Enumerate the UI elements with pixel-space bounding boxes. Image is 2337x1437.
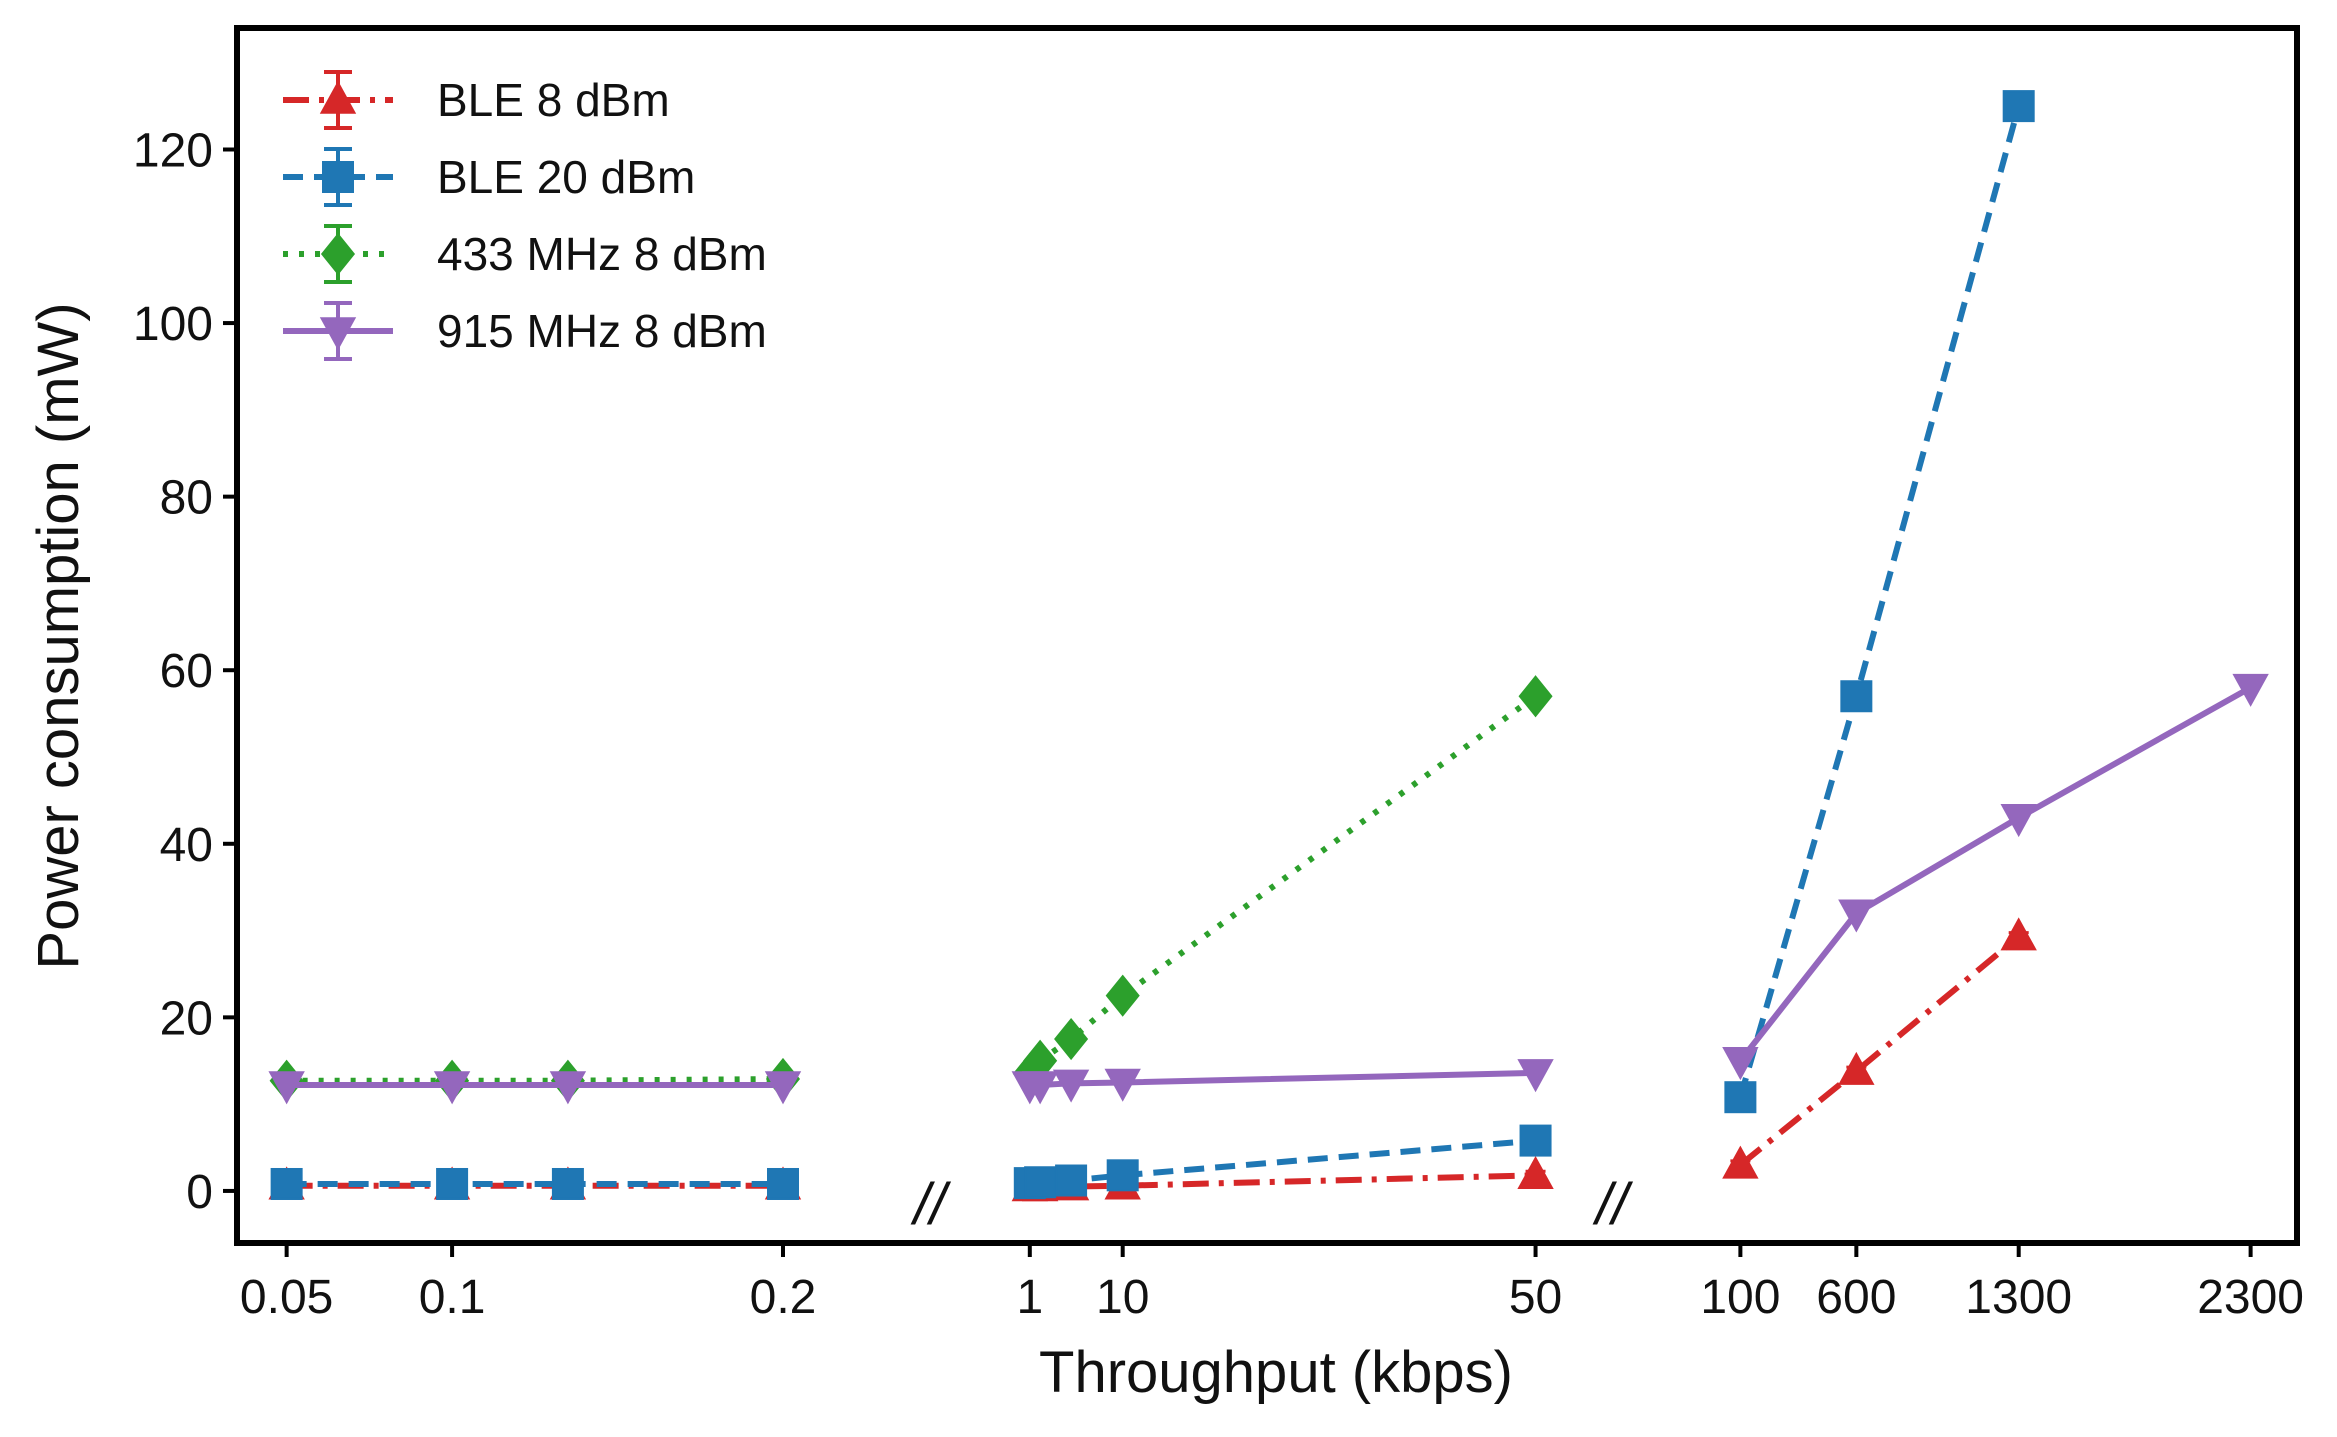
data-point [1052, 1069, 1090, 1103]
y-tick-label: 120 [133, 125, 213, 178]
data-point [2000, 804, 2037, 838]
data-point [1722, 1145, 1759, 1179]
x-tick-label: 1 [1016, 1271, 1043, 1324]
data-point [549, 1071, 587, 1105]
x-tick-label: 0.1 [419, 1271, 486, 1324]
series-line [1027, 693, 1538, 1076]
legend-label: 915 MHz 8 dBm [437, 305, 767, 357]
data-point [268, 1071, 305, 1105]
legend: BLE 8 dBm BLE 20 dBm 433 MHz 8 dBm 915 MHz … [283, 70, 767, 361]
x-tick-label: 0.05 [240, 1271, 333, 1324]
legend-marker [319, 80, 357, 114]
data-point [1055, 1164, 1088, 1197]
data-point [2232, 673, 2269, 707]
x-axis-title: Throughput (kbps) [1039, 1340, 1513, 1405]
legend-label: BLE 8 dBm [437, 74, 670, 126]
data-point [551, 1167, 584, 1200]
data-point [1517, 1155, 1554, 1190]
data-point [2000, 917, 2037, 951]
data-point [1517, 1059, 1554, 1093]
series-line [286, 1075, 784, 1084]
data-point [1021, 1071, 1059, 1105]
y-axis: 0 20 40 60 80 100 120 [133, 125, 237, 1219]
legend-entry: 433 MHz 8 dBm [283, 224, 767, 284]
legend-entry: BLE 20 dBm [283, 147, 695, 207]
x-tick-label: 50 [1509, 1271, 1562, 1324]
series-line [1737, 105, 2022, 1099]
y-tick-label: 20 [160, 992, 213, 1045]
x-tick-label: 600 [1816, 1271, 1896, 1324]
series-line [1738, 684, 2253, 1063]
data-point [270, 1167, 303, 1200]
data-point [436, 1167, 469, 1200]
x-tick-label: 0.2 [750, 1271, 817, 1324]
legend-marker [319, 317, 357, 351]
plot-frame [234, 25, 2300, 1246]
y-axis-title: Power consumption (mW) [26, 302, 91, 969]
y-tick-label: 0 [186, 1166, 213, 1219]
legend-entry: BLE 8 dBm [283, 70, 670, 130]
legend-entry: 915 MHz 8 dBm [283, 301, 767, 361]
x-tick-label: 10 [1096, 1271, 1149, 1324]
y-tick-label: 80 [160, 472, 213, 525]
data-point [1054, 1017, 1089, 1061]
x-axis: 0.05 0.1 0.2 1 10 50 100 600 1300 2300 [240, 1243, 2304, 1324]
data-point [1105, 974, 1140, 1017]
series-ble-8-dbm [268, 917, 2037, 1202]
data-point [1518, 675, 1553, 718]
axis-break-mark: // [910, 1172, 952, 1237]
data-point [1519, 1124, 1552, 1157]
y-tick-label: 60 [160, 645, 213, 698]
legend-marker [320, 232, 356, 276]
axis-breaks: // // [910, 1172, 1634, 1237]
series-line [1738, 934, 2021, 1168]
data-point [1106, 1159, 1139, 1192]
data-point [1104, 1068, 1141, 1102]
data-point [767, 1167, 799, 1200]
series-layer [268, 90, 2269, 1202]
axis-break-mark: // [1592, 1172, 1634, 1237]
data-point [1838, 1051, 1875, 1085]
x-tick-label: 1300 [1965, 1271, 2072, 1324]
y-tick-label: 100 [133, 298, 213, 351]
data-point [1024, 1166, 1057, 1199]
legend-label: BLE 20 dBm [437, 151, 695, 203]
x-tick-label: 100 [1700, 1271, 1780, 1324]
series-433-mhz-8-dbm [269, 675, 1553, 1102]
y-tick-label: 40 [160, 819, 213, 872]
legend-marker [322, 161, 354, 193]
data-point [433, 1071, 471, 1105]
data-point [1840, 680, 1873, 713]
x-tick-label: 2300 [2197, 1271, 2304, 1324]
legend-label: 433 MHz 8 dBm [437, 228, 767, 280]
data-point [1724, 1081, 1757, 1114]
data-point [1722, 1047, 1759, 1081]
series-line [1029, 1069, 1536, 1089]
data-point [1838, 899, 1875, 933]
data-point [2002, 90, 2035, 123]
series-915-mhz-8-dbm [268, 673, 2269, 1105]
series-ble-20-dbm [270, 90, 2035, 1200]
data-point [764, 1071, 802, 1105]
